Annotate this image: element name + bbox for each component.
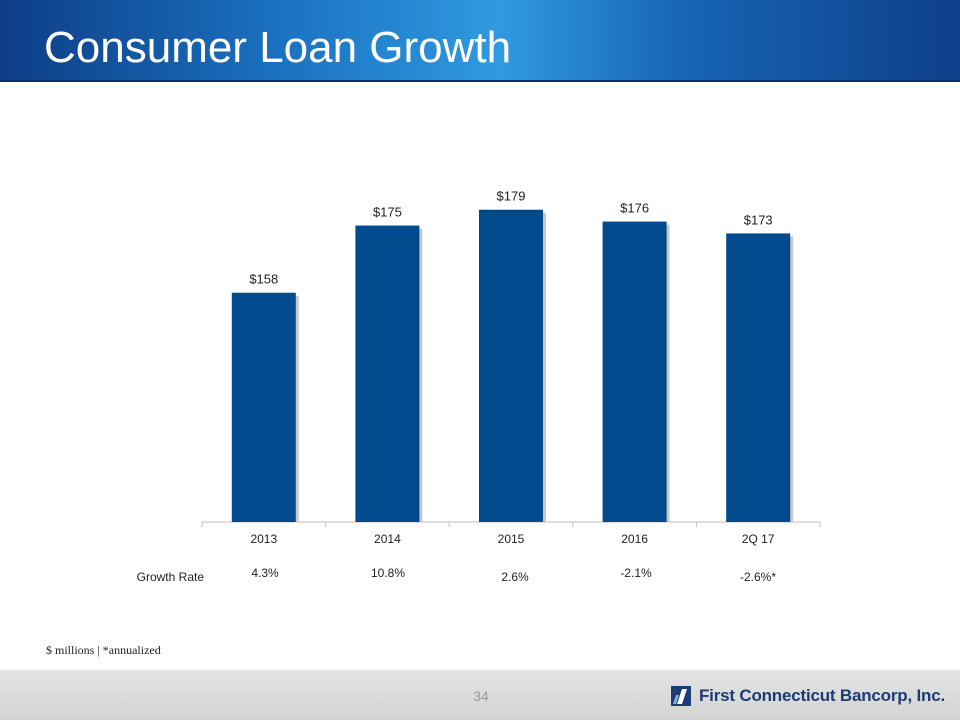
page-number: 34 (473, 688, 489, 704)
growth-rate-2013: 4.3% (251, 566, 279, 580)
logo-mark-icon (671, 686, 691, 706)
growth-rate-2014: 10.8% (370, 566, 406, 580)
data-label: $176 (620, 201, 649, 216)
bar-2014 (355, 225, 420, 522)
bar-2013 (231, 292, 296, 522)
data-label: $173 (744, 212, 773, 227)
bar-2q-17 (726, 233, 791, 522)
x-tick-label: 2016 (621, 532, 648, 546)
company-logo: First Connecticut Bancorp, Inc. (671, 686, 945, 706)
company-name: First Connecticut Bancorp, Inc. (699, 686, 945, 705)
footer-bar (0, 670, 960, 720)
bar-2015 (479, 209, 543, 522)
growth-rate-label: Growth Rate (136, 570, 204, 584)
data-label: $175 (373, 205, 402, 220)
growth-rate-2015: 2.6% (501, 570, 529, 584)
title-banner: Consumer Loan Growth (0, 0, 960, 82)
x-tick-label: 2015 (498, 532, 525, 546)
x-tick-label: 2Q 17 (742, 532, 775, 546)
page-title: Consumer Loan Growth (44, 23, 512, 72)
data-label: $179 (497, 189, 526, 204)
footnote: $ millions | *annualized (46, 643, 161, 657)
data-label: $158 (249, 272, 278, 287)
x-tick-label: 2014 (374, 532, 401, 546)
growth-rate-2016: -2.1% (620, 566, 652, 580)
growth-rate-2q17: -2.6%* (739, 570, 777, 584)
x-tick-label: 2013 (250, 532, 277, 546)
bar-2016 (602, 221, 667, 522)
